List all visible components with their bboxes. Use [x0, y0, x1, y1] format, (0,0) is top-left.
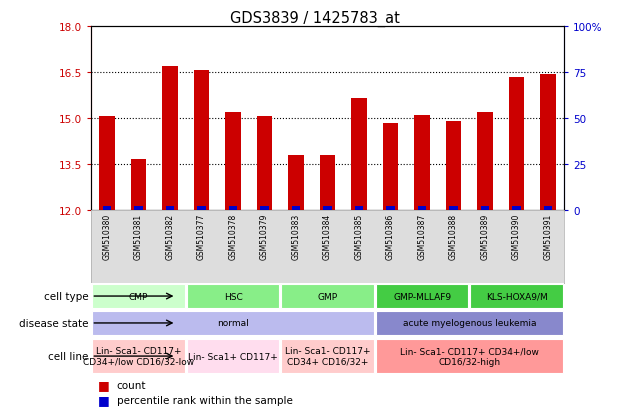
Bar — [449, 206, 458, 211]
Text: ■: ■ — [98, 379, 110, 392]
Text: disease state: disease state — [19, 318, 88, 328]
Text: GSM510383: GSM510383 — [292, 214, 301, 260]
Text: GSM510389: GSM510389 — [481, 214, 490, 260]
Bar — [92, 339, 185, 373]
Bar — [352, 99, 367, 211]
Bar — [226, 113, 241, 211]
Bar — [131, 160, 146, 211]
Text: GSM510391: GSM510391 — [544, 214, 553, 260]
Bar — [92, 312, 374, 335]
Text: normal: normal — [217, 319, 249, 328]
Bar — [197, 206, 206, 211]
Bar — [260, 206, 269, 211]
Bar — [186, 285, 279, 308]
Bar — [323, 206, 332, 211]
Bar — [292, 206, 301, 211]
Text: acute myelogenous leukemia: acute myelogenous leukemia — [403, 319, 536, 328]
Bar — [375, 285, 468, 308]
Bar — [186, 339, 279, 373]
Bar — [166, 206, 175, 211]
Bar — [281, 339, 374, 373]
Text: GSM510388: GSM510388 — [449, 214, 458, 259]
Text: Lin- Sca1- CD117+
CD34+ CD16/32+: Lin- Sca1- CD117+ CD34+ CD16/32+ — [285, 347, 370, 366]
Bar — [320, 156, 336, 211]
Bar — [375, 312, 563, 335]
Text: GSM510386: GSM510386 — [386, 214, 395, 260]
Bar — [281, 285, 374, 308]
Text: CMP: CMP — [129, 292, 148, 301]
Bar — [478, 113, 493, 211]
Bar — [100, 117, 115, 211]
Bar — [415, 116, 430, 211]
Bar — [194, 71, 209, 211]
Bar — [481, 206, 490, 211]
Bar — [418, 206, 427, 211]
Text: GSM510384: GSM510384 — [323, 214, 332, 260]
Bar — [446, 122, 461, 211]
Text: GSM510380: GSM510380 — [103, 214, 112, 260]
Text: GSM510390: GSM510390 — [512, 214, 521, 260]
Text: GDS3839 / 1425783_at: GDS3839 / 1425783_at — [230, 10, 400, 26]
Text: GSM510381: GSM510381 — [134, 214, 143, 259]
Text: GSM510385: GSM510385 — [355, 214, 364, 260]
Bar — [509, 77, 524, 211]
Bar — [544, 206, 553, 211]
Text: GSM510382: GSM510382 — [166, 214, 175, 259]
Text: GSM510387: GSM510387 — [418, 214, 427, 260]
Bar — [103, 206, 112, 211]
Bar — [470, 285, 563, 308]
Text: GSM510379: GSM510379 — [260, 214, 269, 260]
Text: HSC: HSC — [224, 292, 243, 301]
Text: GSM510378: GSM510378 — [229, 214, 238, 260]
Bar — [257, 117, 273, 211]
Text: GMP-MLLAF9: GMP-MLLAF9 — [393, 292, 451, 301]
Text: percentile rank within the sample: percentile rank within the sample — [117, 395, 292, 405]
Text: ■: ■ — [98, 393, 110, 406]
Text: GSM510377: GSM510377 — [197, 214, 206, 260]
Text: Lin- Sca1+ CD117+: Lin- Sca1+ CD117+ — [188, 352, 278, 361]
Bar — [92, 285, 185, 308]
Bar — [512, 206, 521, 211]
Text: cell line: cell line — [48, 351, 88, 361]
Bar — [163, 66, 178, 211]
Bar — [229, 206, 238, 211]
Text: Lin- Sca1- CD117+
CD34+/low CD16/32-low: Lin- Sca1- CD117+ CD34+/low CD16/32-low — [83, 347, 194, 366]
Text: Lin- Sca1- CD117+ CD34+/low
CD16/32-high: Lin- Sca1- CD117+ CD34+/low CD16/32-high — [400, 347, 539, 366]
Bar — [134, 206, 143, 211]
Text: KLS-HOXA9/M: KLS-HOXA9/M — [486, 292, 547, 301]
Bar — [375, 339, 563, 373]
Bar — [289, 156, 304, 211]
Bar — [383, 123, 399, 211]
Text: cell type: cell type — [43, 291, 88, 301]
Bar — [541, 74, 556, 211]
Bar — [355, 206, 364, 211]
Text: GMP: GMP — [318, 292, 338, 301]
Bar — [386, 206, 395, 211]
Text: count: count — [117, 380, 146, 390]
